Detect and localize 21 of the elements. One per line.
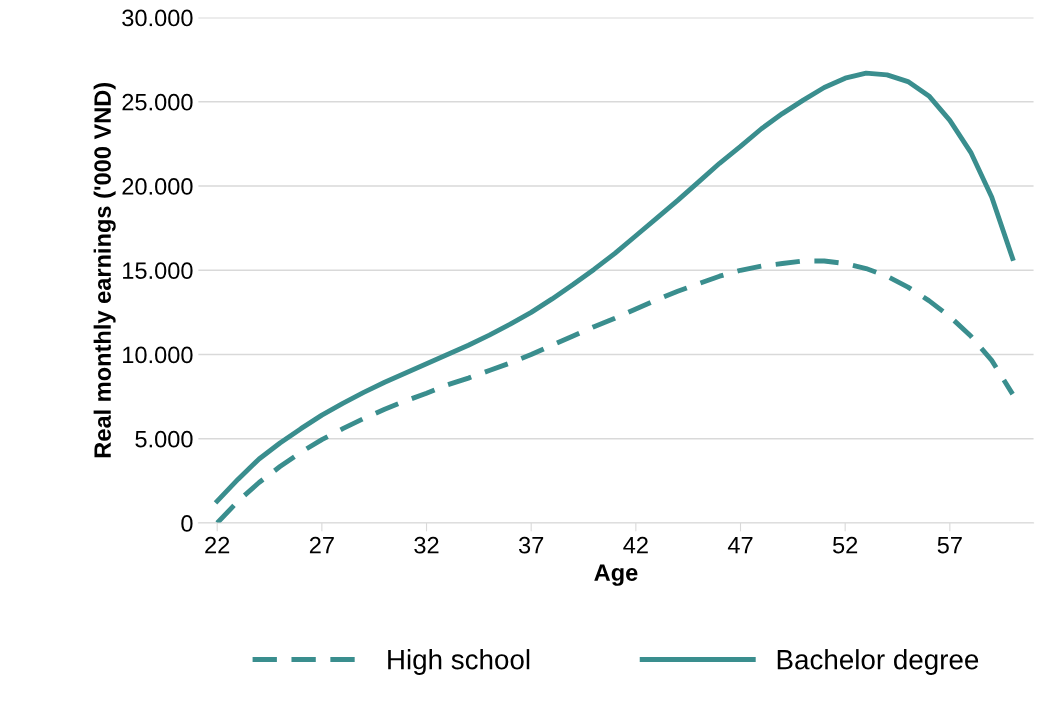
- x-axis-title: Age: [594, 564, 638, 586]
- legend-label: High school: [388, 649, 530, 675]
- x-tick-label: 47: [727, 537, 753, 554]
- y-tick-label: 10.000: [123, 346, 193, 364]
- y-tick-label: 25.000: [122, 93, 193, 111]
- x-tick-label: 27: [309, 536, 334, 554]
- legend-label: Bachelor degree: [777, 649, 979, 675]
- y-axis-title: Real monthly earnings ('000 VND): [93, 82, 116, 458]
- y-tick-label: 30.000: [122, 9, 193, 27]
- x-tick-label: 52: [832, 536, 858, 554]
- y-tick-label: 0: [181, 515, 193, 532]
- y-tick-label: 5.000: [135, 430, 193, 448]
- y-tick-label: 15.000: [123, 262, 193, 280]
- x-tick-label: 37: [518, 536, 544, 554]
- x-tick-label: 42: [623, 536, 648, 554]
- x-tick-label: 22: [205, 536, 230, 554]
- y-tick-label: 20.000: [122, 178, 193, 195]
- line-series: [214, 258, 1016, 523]
- line-series: [214, 70, 1016, 504]
- x-tick-label: 57: [937, 537, 962, 554]
- x-tick-label: 32: [414, 536, 439, 554]
